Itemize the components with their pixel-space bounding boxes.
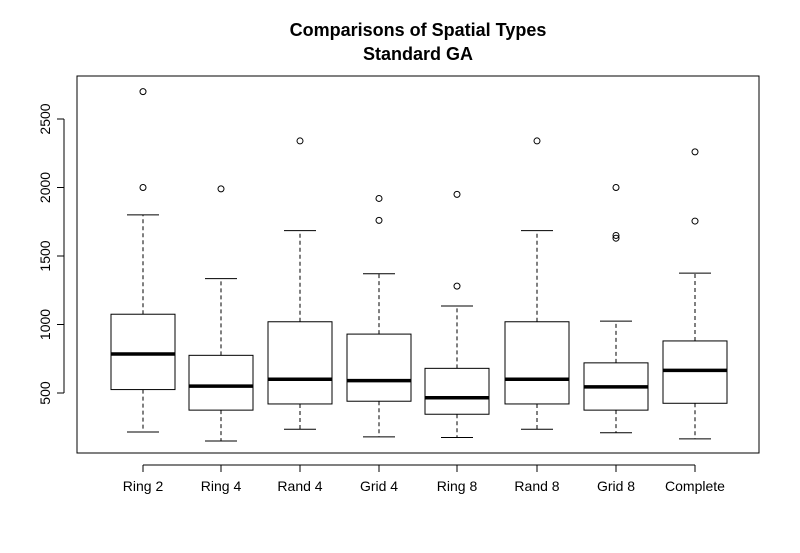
box-complete [662, 148, 728, 440]
box-ring-4 [188, 185, 254, 442]
x-tick-label: Ring 4 [201, 478, 242, 494]
outlier-point [375, 194, 383, 202]
box-ring-8 [424, 190, 490, 439]
x-tick-label: Rand 4 [277, 478, 322, 494]
box-ring-2 [110, 88, 176, 433]
outlier-point [296, 137, 304, 145]
outlier-point [139, 88, 147, 96]
x-tick-label: Ring 2 [123, 478, 164, 494]
box-rand-4 [267, 137, 333, 430]
plot-frame [76, 75, 760, 454]
outlier-point [612, 184, 620, 191]
y-tick-label: 1500 [37, 240, 53, 271]
boxes-group [110, 88, 728, 442]
box-rand-8 [504, 137, 570, 430]
y-axis: 500 1000 1500 2000 2500 [37, 103, 65, 405]
outlier-point [612, 234, 620, 242]
y-tick-label: 500 [37, 381, 53, 405]
chart-subtitle: Standard GA [363, 44, 473, 64]
outlier-point [533, 137, 541, 145]
outlier-point [691, 217, 699, 225]
box-iqr [267, 321, 333, 405]
y-tick-label: 1000 [37, 309, 53, 340]
outlier-point [217, 185, 225, 193]
x-tick-label: Rand 8 [514, 478, 559, 494]
box-iqr [424, 367, 490, 415]
outlier-point [612, 231, 620, 239]
x-tick-label: Grid 8 [597, 478, 635, 494]
box-iqr [504, 321, 570, 405]
outlier-point [453, 190, 461, 198]
box-iqr [110, 313, 176, 391]
outlier-point [375, 216, 383, 224]
outlier-point [453, 282, 461, 290]
box-iqr [346, 333, 412, 402]
box-iqr [188, 354, 254, 411]
chart-title: Comparisons of Spatial Types [290, 20, 547, 40]
box-grid-8 [583, 184, 649, 434]
x-tick-label: Complete [665, 478, 725, 494]
outlier-point [139, 184, 147, 191]
x-tick-label: Ring 8 [437, 478, 478, 494]
y-tick-label: 2500 [37, 103, 53, 134]
y-tick-label: 2000 [37, 172, 53, 203]
x-axis: Ring 2 Ring 4 Rand 4 Grid 4 Ring 8 Rand 8 Grid… [123, 464, 725, 494]
x-tick-label: Grid 4 [360, 478, 398, 494]
outlier-point [691, 148, 699, 156]
box-grid-4 [346, 194, 412, 438]
